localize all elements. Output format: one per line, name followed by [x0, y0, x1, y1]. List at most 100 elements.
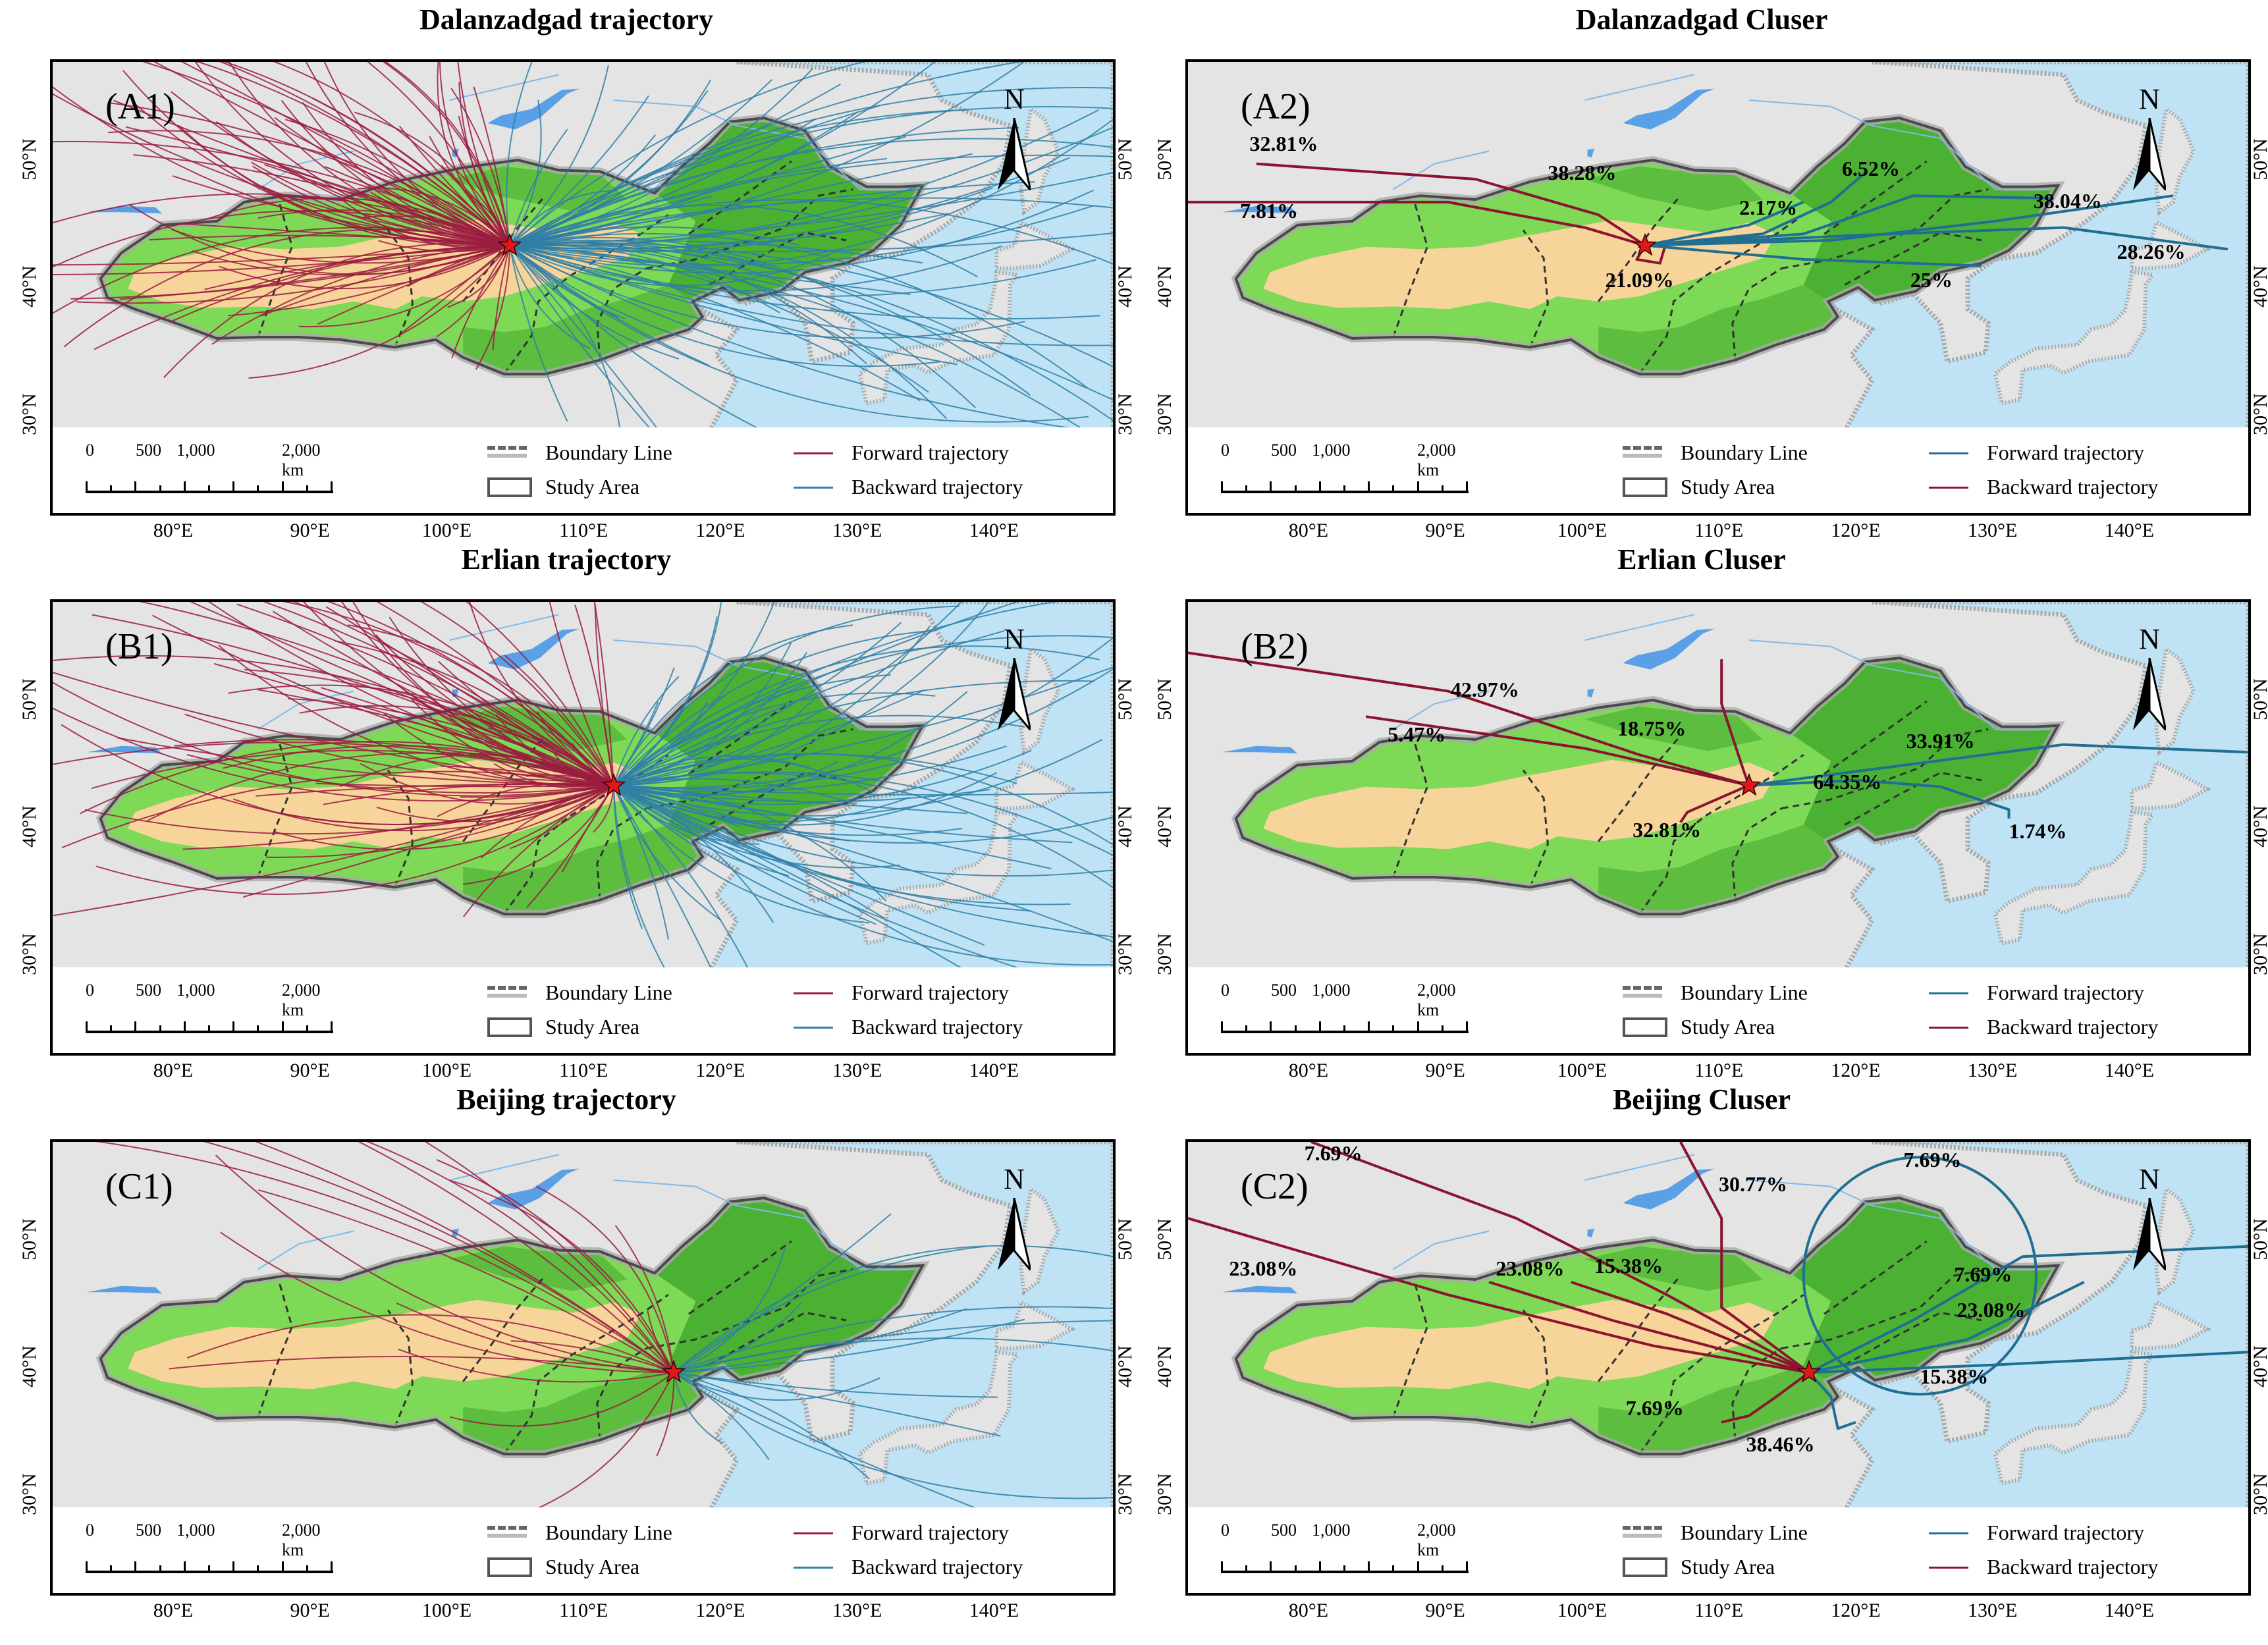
panel-label: (A1) [105, 86, 175, 127]
map-panel-c2: Beijing Cluser (C2) N 7.69% 23.08% 23.08% 15.3… [1135, 1080, 2268, 1621]
north-arrow: N [2120, 625, 2179, 737]
forward-trajectory-line [347, 624, 614, 786]
north-arrow: N [985, 85, 1044, 197]
forward-trajectory-line [358, 1142, 674, 1373]
forward-cluster-loop [1802, 1156, 2038, 1396]
backward-trajectory-line [673, 1372, 722, 1443]
legend-boundary-line-symbol [487, 1526, 527, 1538]
longitude-label: 120°E [695, 520, 745, 541]
study-area-outline [99, 657, 925, 916]
boundary-line [1522, 229, 1549, 348]
backward-trajectory-line [509, 232, 1088, 389]
longitude-label: 130°E [1968, 1060, 2018, 1081]
forward-trajectory-line [129, 204, 510, 275]
backward-trajectory-line [613, 645, 1100, 786]
boundary-line [1392, 739, 1429, 878]
backward-cluster-line [1188, 200, 1646, 247]
longitude-label: 140°E [2104, 1600, 2155, 1621]
legend-forward-trajectory-symbol [794, 452, 833, 454]
panel-title: Dalanzadgad Cluser [1575, 3, 1828, 36]
forward-cluster-line [1644, 194, 2050, 247]
river [449, 74, 559, 101]
legend-study-area-symbol [487, 1557, 532, 1577]
north-arrow-icon [2133, 118, 2166, 190]
boundary-line [1823, 160, 1928, 235]
island-landmass [2130, 1299, 2211, 1351]
backward-cluster-line [1488, 1280, 1810, 1374]
backward-trajectory-line [509, 244, 911, 295]
backward-trajectory-line [613, 758, 873, 792]
forward-trajectory-line [180, 62, 510, 246]
longitude-label: 140°E [2104, 520, 2155, 541]
backward-trajectory-line [509, 138, 1113, 246]
lake [1222, 1285, 1298, 1294]
forward-cluster-line [1644, 171, 1866, 247]
forward-trajectory-line [207, 602, 614, 786]
legend-forward-trajectory-symbol [1929, 992, 1968, 994]
boundary-line [1844, 231, 1982, 286]
backward-trajectory-line [509, 99, 542, 246]
forward-trajectory-line [53, 682, 614, 797]
scale-label: 1,000 [1312, 981, 1351, 1000]
backward-trajectory-line [612, 667, 675, 786]
north-label: N [1004, 1163, 1025, 1195]
forward-trajectory-line [481, 784, 614, 859]
legend-study-area-symbol [487, 1017, 532, 1037]
forward-trajectory-line [384, 62, 510, 246]
lake [1222, 205, 1298, 214]
forward-trajectory-line [215, 1154, 674, 1374]
backward-trajectory-line [509, 239, 755, 264]
backward-trajectory-line [509, 244, 618, 319]
forward-trajectory-line [317, 244, 510, 325]
forward-trajectory-line [84, 784, 614, 835]
forward-trajectory-line [321, 687, 614, 786]
river [1872, 124, 2050, 190]
longitude-label: 80°E [1288, 1600, 1329, 1621]
river [1748, 1179, 1873, 1206]
longitude-label: 100°E [421, 1060, 472, 1081]
boundary-line [257, 739, 294, 878]
backward-trajectory-line [613, 784, 850, 842]
latitude-label: 40°N [1154, 805, 1175, 848]
legend-backward-trajectory-text: Backward trajectory [1987, 475, 2159, 499]
boundary-line [462, 1275, 547, 1382]
scale-label: 0 [86, 1521, 94, 1540]
forward-trajectory-line [324, 166, 510, 246]
legend-area: 0 500 1,000 2,000 km Boundary Line Study Area… [1188, 967, 2248, 1053]
backward-trajectory-line [673, 1372, 1001, 1437]
lake [1623, 628, 1715, 670]
backward-trajectory-line [613, 778, 856, 805]
forward-trajectory-line [214, 662, 614, 786]
backward-trajectory-line [613, 739, 1103, 817]
latitude-label: 40°N [2250, 265, 2268, 308]
forward-trajectory-line [437, 62, 510, 246]
backward-trajectory-line [613, 784, 1010, 998]
forest-area [1584, 1246, 1763, 1291]
backward-trajectory-line [612, 784, 762, 996]
cluster-percentage-label: 30.77% [1719, 1172, 1788, 1196]
backward-trajectory-line [613, 761, 839, 797]
backward-trajectory-line [509, 136, 906, 246]
latitude-label: 50°N [2250, 138, 2268, 180]
backward-trajectory-line [673, 1245, 987, 1373]
scale-bar: 0 500 1,000 2,000 km [1214, 441, 1478, 500]
latitude-label: 50°N [18, 138, 40, 180]
forward-trajectory-line [535, 1185, 675, 1373]
forward-trajectory-line [593, 602, 614, 786]
station-star-marker [601, 772, 626, 796]
backward-trajectory-line [612, 785, 680, 993]
legend-study-area-text: Study Area [545, 475, 640, 499]
backward-trajectory-line [613, 635, 1113, 786]
forward-trajectory-line [614, 1225, 675, 1373]
legend-study-area-text: Study Area [1681, 475, 1775, 499]
legend-area: 0 500 1,000 2,000 km Boundary Line Study Area… [53, 427, 1113, 513]
longitude-label: 90°E [1425, 1060, 1465, 1081]
scale-label: 0 [86, 441, 94, 460]
legend-boundary-line-symbol [487, 986, 527, 998]
legend-study-area-text: Study Area [545, 1015, 640, 1038]
panel-label: (B2) [1241, 626, 1309, 667]
map-panel-a1: Dalanzadgad trajectory (A1) N 0 500 1,000 2,00… [0, 0, 1136, 541]
latitude-label: 50°N [2250, 1218, 2268, 1260]
longitude-label: 100°E [421, 520, 472, 541]
forward-trajectory-line [257, 1189, 674, 1374]
